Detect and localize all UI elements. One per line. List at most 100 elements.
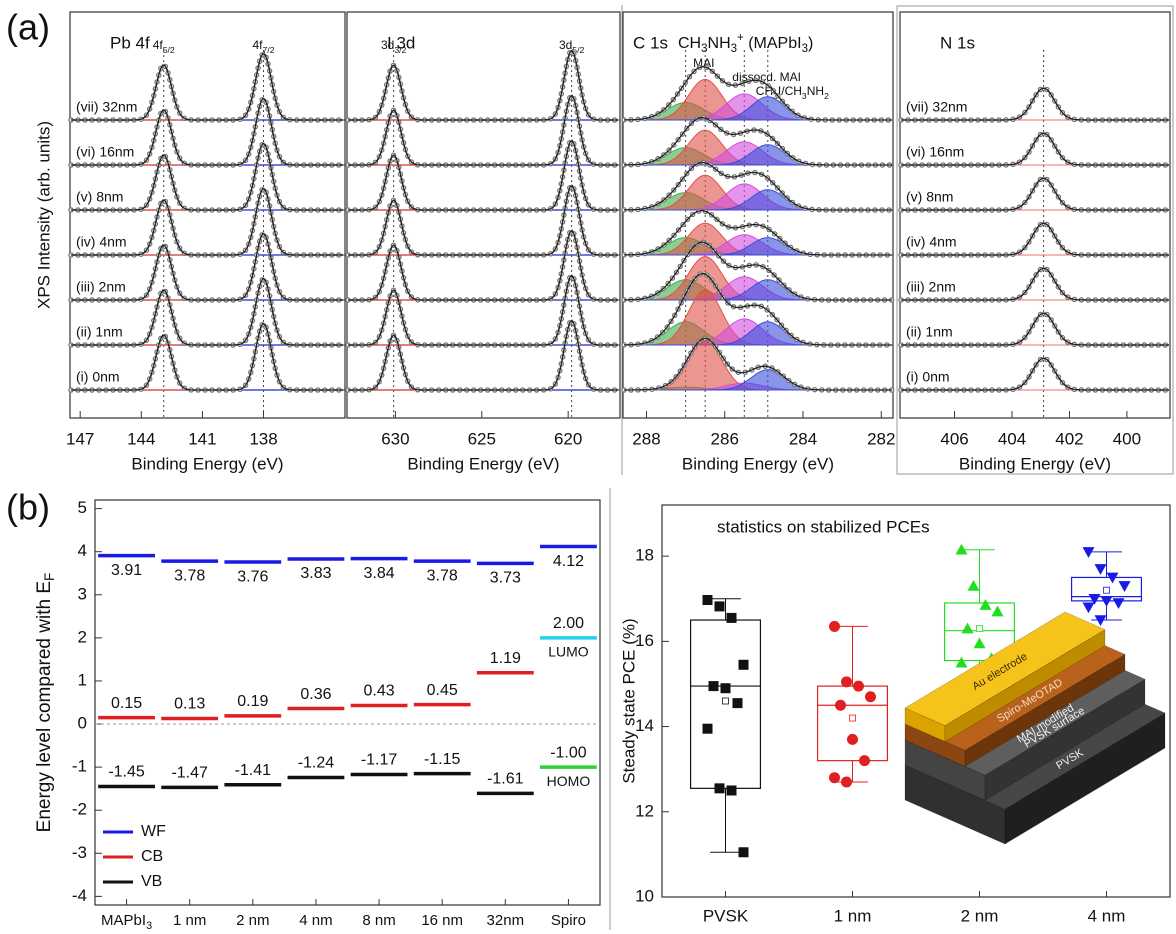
y-tick-label: -3 xyxy=(72,843,87,862)
data-point xyxy=(1082,602,1095,614)
y-tick-label: 14 xyxy=(635,716,654,735)
x-axis-label: Binding Energy (eV) xyxy=(407,454,559,473)
sample-label: (vii) 32nm xyxy=(76,99,137,115)
data-point xyxy=(1106,572,1119,584)
x-tick-label: 288 xyxy=(632,429,660,448)
mean-marker xyxy=(976,625,983,632)
x-axis-label: Binding Energy (eV) xyxy=(131,454,283,473)
fit-envelope xyxy=(624,161,892,211)
fit-envelope xyxy=(348,319,618,391)
plot-frame xyxy=(661,504,1171,898)
data-point xyxy=(859,755,870,767)
fit-envelope xyxy=(71,142,343,211)
value-label: -1.47 xyxy=(171,765,208,782)
mean-marker xyxy=(722,697,729,705)
data-point xyxy=(853,680,864,692)
fit-envelope xyxy=(901,357,1169,391)
value-label: 0.43 xyxy=(363,683,394,700)
fit-envelope xyxy=(71,322,343,391)
value-label: 3.73 xyxy=(490,570,521,587)
y-tick-label: 18 xyxy=(635,546,654,565)
data-point xyxy=(841,776,852,788)
plot-subtitle: CH3NH3+ (MAPbI3) xyxy=(678,32,813,55)
x-tick-label: 284 xyxy=(789,429,817,448)
fit-envelope xyxy=(624,66,892,121)
x-tick-label: MAPbI3 xyxy=(101,912,152,932)
sample-label: (iv) 4nm xyxy=(76,234,127,250)
plot-title: C 1s xyxy=(633,33,668,52)
plot-title: I 3d xyxy=(387,33,415,52)
fit-envelope xyxy=(71,97,343,166)
x-tick-label: 144 xyxy=(127,429,155,448)
sample-label: (iii) 2nm xyxy=(906,279,956,295)
value-label: -1.61 xyxy=(487,771,524,788)
y-tick-label: -2 xyxy=(72,800,87,819)
sample-label: (iv) 4nm xyxy=(906,234,957,250)
data-point xyxy=(1112,598,1125,609)
x-tick-label: 625 xyxy=(468,429,496,448)
fit-envelope xyxy=(624,241,892,301)
fit-envelope xyxy=(624,116,892,166)
value-label: -1.24 xyxy=(298,755,335,772)
plot-frame xyxy=(622,11,894,419)
value-label: -1.00 xyxy=(550,744,587,761)
data-point xyxy=(967,579,980,591)
peak-label: 4f5/2 xyxy=(153,38,175,55)
value-label: -1.15 xyxy=(424,751,461,768)
fit-envelope xyxy=(71,277,343,346)
data-point xyxy=(955,543,968,555)
data-point xyxy=(1118,581,1131,592)
x-tick-label: 8 nm xyxy=(362,912,395,929)
y-axis-label: Energy level compared with EF xyxy=(34,573,57,833)
x-tick-label: 4 nm xyxy=(299,912,332,929)
fit-envelope xyxy=(348,274,618,346)
x-tick-label: 2 nm xyxy=(236,912,269,929)
data-point xyxy=(738,847,749,858)
y-tick-label: 16 xyxy=(635,631,654,650)
box xyxy=(689,619,762,789)
box xyxy=(943,602,1016,662)
y-tick-label: 2 xyxy=(78,627,87,646)
value-label: 0.36 xyxy=(300,686,331,703)
sample-label: (vii) 32nm xyxy=(906,99,967,115)
y-tick-label: 1 xyxy=(78,670,87,689)
x-tick-label: 4 nm xyxy=(1088,906,1126,925)
data-point xyxy=(961,622,974,634)
data-point xyxy=(973,637,986,649)
value-label: 3.91 xyxy=(111,562,142,579)
y-axis-label: XPS Intensity (arb. units) xyxy=(34,121,53,309)
fit-envelope xyxy=(71,52,343,121)
data-point xyxy=(726,612,737,623)
x-tick-label: 1 nm xyxy=(173,912,206,929)
panel-label: (b) xyxy=(6,487,50,528)
x-tick-label: 406 xyxy=(940,429,968,448)
fit-envelope xyxy=(624,209,892,256)
y-tick-label: -1 xyxy=(72,757,87,776)
value-label: 0.13 xyxy=(174,696,205,713)
fit-envelope xyxy=(901,267,1169,301)
sample-label: (iii) 2nm xyxy=(76,279,126,295)
x-tick-label: 400 xyxy=(1113,429,1141,448)
data-point xyxy=(708,681,719,692)
legend-label: VB xyxy=(141,873,162,890)
x-tick-label: 16 nm xyxy=(421,912,463,929)
data-point xyxy=(714,601,725,612)
value-label: 4.12 xyxy=(553,553,584,570)
data-point xyxy=(955,656,968,668)
fit-envelope xyxy=(901,132,1169,166)
box xyxy=(816,685,889,762)
legend-label: WF xyxy=(141,823,166,840)
fit-envelope xyxy=(901,222,1169,256)
y-tick-label: 5 xyxy=(78,498,87,517)
data-point xyxy=(1094,564,1107,575)
fit-envelope xyxy=(624,272,892,346)
data-point xyxy=(841,676,852,688)
x-tick-label: 404 xyxy=(998,429,1026,448)
plot-frame xyxy=(94,499,601,906)
sample-label: (i) 0nm xyxy=(76,369,120,385)
x-tick-label: 282 xyxy=(867,429,895,448)
fit-envelope xyxy=(348,229,618,301)
fit-envelope xyxy=(624,337,892,391)
y-tick-label: 10 xyxy=(635,886,654,905)
